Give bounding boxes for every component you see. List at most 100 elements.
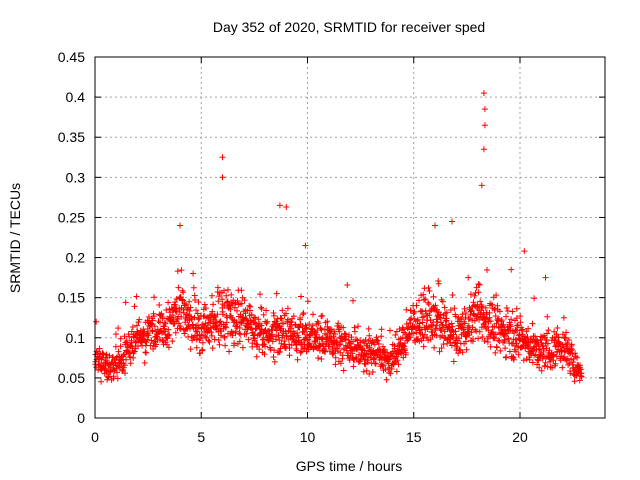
data-point — [373, 334, 380, 341]
data-point — [194, 310, 201, 317]
data-point — [296, 324, 303, 331]
data-point — [380, 362, 387, 369]
data-point — [383, 376, 390, 383]
data-point — [432, 222, 438, 229]
data-point — [517, 319, 524, 326]
data-point — [271, 347, 278, 354]
data-point — [413, 302, 420, 309]
data-point — [225, 286, 231, 293]
data-point — [348, 334, 355, 341]
data-point — [419, 319, 426, 326]
data-point — [455, 335, 462, 342]
data-point — [128, 337, 135, 344]
data-point — [331, 328, 338, 335]
data-point — [298, 293, 304, 300]
data-point — [280, 320, 286, 327]
data-point — [492, 349, 499, 356]
data-point — [496, 338, 503, 345]
data-point — [156, 302, 163, 308]
x-tick-label: 10 — [300, 429, 316, 445]
data-point — [329, 344, 336, 350]
data-point — [531, 295, 538, 302]
data-point — [115, 325, 122, 332]
data-point — [309, 322, 316, 329]
data-point — [414, 316, 421, 323]
data-point — [513, 340, 520, 347]
data-point — [508, 266, 515, 273]
data-point — [426, 312, 433, 319]
data-point — [481, 338, 488, 344]
data-point — [513, 305, 520, 312]
data-point — [431, 344, 438, 351]
data-point — [574, 354, 581, 361]
data-point — [209, 345, 216, 352]
data-point — [479, 334, 486, 340]
data-point — [305, 336, 312, 343]
data-point — [234, 307, 240, 314]
data-point — [436, 348, 443, 355]
data-point — [387, 370, 394, 377]
data-point — [253, 353, 260, 360]
data-point — [313, 331, 320, 338]
data-point — [350, 297, 356, 304]
data-point — [460, 326, 467, 333]
data-point — [475, 335, 482, 342]
data-point — [471, 292, 478, 299]
data-point — [260, 311, 267, 318]
data-point — [468, 329, 475, 336]
data-point — [422, 296, 429, 303]
data-point — [462, 310, 469, 316]
data-point — [136, 316, 143, 323]
data-point — [384, 349, 391, 356]
data-point — [362, 336, 369, 343]
data-point — [151, 313, 157, 320]
data-point — [489, 301, 495, 308]
data-point — [186, 298, 193, 305]
data-point — [416, 320, 423, 327]
data-point — [475, 281, 482, 287]
data-point — [425, 323, 432, 330]
data-point — [567, 370, 574, 377]
data-point — [465, 274, 472, 281]
data-point — [263, 307, 270, 314]
data-point — [306, 340, 313, 347]
data-point — [481, 106, 488, 113]
data-point — [366, 371, 373, 377]
data-point — [175, 284, 182, 291]
data-point — [364, 359, 371, 366]
data-point — [572, 353, 579, 360]
data-point — [544, 340, 551, 347]
data-point — [278, 315, 285, 322]
data-point — [375, 341, 382, 347]
data-point — [425, 337, 432, 344]
data-point — [519, 326, 526, 333]
data-point — [387, 327, 393, 334]
data-point — [117, 363, 124, 370]
data-point — [145, 313, 152, 320]
data-point — [425, 301, 432, 308]
data-point — [127, 354, 134, 360]
data-point — [481, 122, 488, 129]
data-point — [182, 301, 189, 308]
data-point — [459, 349, 466, 356]
data-point — [271, 312, 277, 319]
data-point — [430, 293, 437, 300]
data-point — [554, 325, 561, 331]
data-point — [175, 320, 182, 327]
data-point — [520, 357, 527, 364]
data-point — [185, 323, 192, 330]
data-point — [221, 302, 228, 309]
data-point — [514, 322, 521, 329]
data-point — [393, 368, 400, 375]
data-point — [509, 308, 516, 315]
data-point — [253, 341, 260, 347]
data-point — [294, 330, 301, 336]
data-point — [142, 349, 149, 356]
data-point — [344, 282, 351, 288]
data-point — [228, 291, 235, 298]
data-point — [315, 355, 322, 361]
data-point — [215, 337, 222, 343]
data-point — [221, 334, 228, 341]
data-point — [197, 335, 204, 342]
data-point — [261, 351, 268, 358]
